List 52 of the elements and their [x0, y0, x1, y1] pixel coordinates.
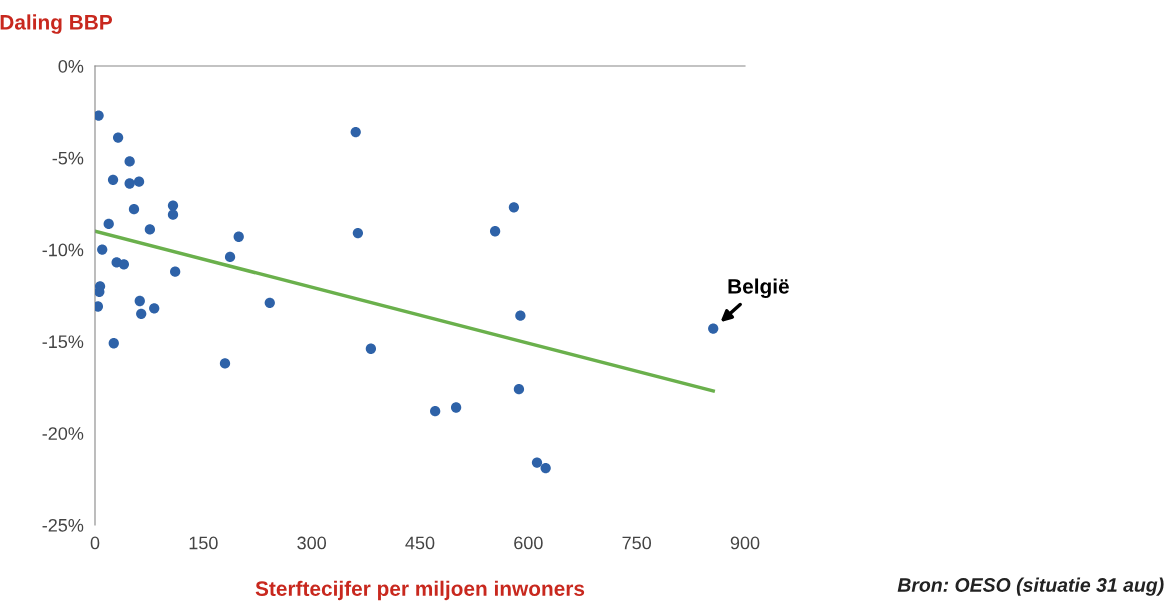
point: [513, 383, 525, 395]
x-tick-label: 0: [90, 536, 100, 550]
y-tick-label: -5%: [52, 151, 84, 165]
x-tick-label: 150: [189, 536, 218, 550]
y-tick-label: -20%: [42, 427, 84, 440]
point: [128, 204, 140, 215]
point: [108, 338, 119, 349]
y-tick-label: -25%: [42, 518, 84, 532]
point: [103, 218, 114, 230]
point: [531, 457, 543, 468]
x-tick-label: 300: [297, 536, 327, 550]
y-tick-label: -15%: [42, 335, 84, 349]
point: [708, 323, 719, 334]
x-tick-label: 450: [405, 536, 435, 550]
point: [118, 259, 130, 270]
point: [95, 110, 104, 121]
point: [352, 227, 364, 239]
y-axis-title: Daling BBP: [0, 14, 113, 34]
point: [515, 310, 526, 321]
point: [450, 402, 462, 413]
annotation: België: [728, 278, 789, 298]
point: [107, 174, 119, 185]
point: [124, 178, 135, 189]
y-tick-label: -10%: [42, 243, 84, 257]
point: [508, 202, 520, 213]
point: [133, 176, 145, 187]
point: [219, 358, 231, 369]
point: [136, 308, 147, 320]
point: [97, 244, 108, 255]
text: Bron: OESO (situatie 31 aug): [897, 577, 1164, 596]
x-tick-label: 900: [730, 536, 760, 550]
point: [365, 343, 377, 354]
point: [124, 156, 135, 167]
point: [430, 406, 441, 417]
point: [170, 266, 181, 277]
point: [264, 297, 275, 308]
point: [167, 209, 179, 220]
x-tick-label: 750: [622, 536, 652, 550]
x-axis-title: Sterftecijfer per miljoen inwoners: [255, 580, 585, 601]
point: [134, 295, 145, 307]
point: [224, 251, 236, 263]
point: [112, 132, 124, 143]
point: [233, 231, 244, 242]
point: [167, 200, 179, 211]
point: [540, 462, 551, 474]
point: [489, 226, 501, 237]
x-tick-label: 600: [514, 536, 543, 550]
y-tick-label: 0%: [58, 59, 84, 73]
point: [149, 303, 160, 314]
point: [144, 224, 156, 235]
point: [350, 126, 361, 138]
point: [95, 301, 104, 312]
